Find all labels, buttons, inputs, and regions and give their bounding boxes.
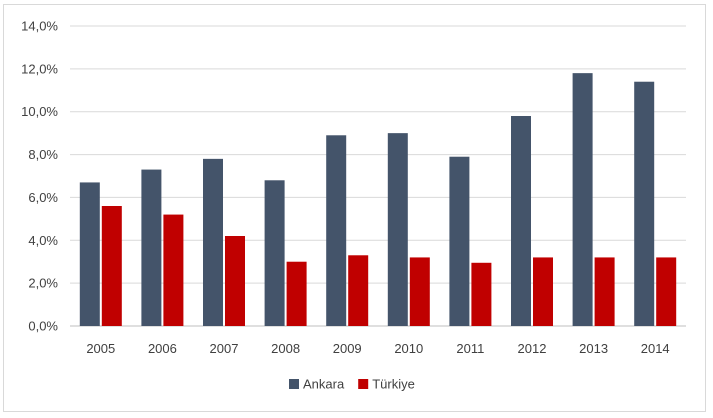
x-tick-label: 2009 [333,341,362,356]
bar-trkiye-2010 [409,257,430,326]
y-tick-label: 14,0% [21,19,58,34]
bars [79,73,677,327]
bar-trkiye-2014 [656,257,677,326]
x-tick-label: 2013 [579,341,608,356]
bar-trkiye-2005 [101,206,122,326]
x-tick-label: 2010 [394,341,423,356]
x-axis-tick-labels: 2005 2006 2007 2008 2009 2010 2011 2012 2013 2014 [86,341,669,356]
x-tick-label: 2005 [86,341,115,356]
bar-ankara-2011 [449,156,470,326]
y-tick-label: 8,0% [28,147,58,162]
legend-label-1: Ankara [303,377,345,392]
bar-trkiye-2013 [594,257,615,326]
bar-ankara-2009 [326,135,347,326]
x-tick-label: 2007 [210,341,239,356]
bar-ankara-2013 [572,73,593,327]
x-tick-label: 2012 [518,341,547,356]
legend-swatch-2 [358,379,369,389]
x-tick-label: 2006 [148,341,177,356]
bar-trkiye-2009 [348,255,369,326]
y-tick-label: 6,0% [28,190,58,205]
y-tick-label: 12,0% [21,61,58,76]
bar-ankara-2014 [634,81,655,326]
bar-ankara-2008 [264,180,285,326]
y-tick-label: 4,0% [28,233,58,248]
x-tick-label: 2008 [271,341,300,356]
bar-ankara-2010 [387,133,408,326]
bar-ankara-2007 [203,158,223,326]
y-axis-tick-labels: 0,0% 2,0% 4,0% 6,0% 8,0% 10,0% 12,0% 14,0% [21,19,58,334]
y-tick-label: 10,0% [21,104,58,119]
bar-ankara-2005 [79,182,100,326]
bar-trkiye-2008 [286,261,307,326]
bar-trkiye-2012 [533,257,553,326]
grid-lines [70,25,686,327]
y-tick-label: 2,0% [28,276,58,291]
legend-swatch-1 [289,379,299,389]
x-tick-label: 2011 [456,341,484,356]
bar-trkiye-2011 [471,262,492,326]
bar-trkiye-2006 [163,214,184,326]
x-tick-label: 2014 [641,341,670,356]
bar-trkiye-2007 [225,236,245,326]
y-tick-label: 0,0% [28,319,58,334]
bar-ankara-2006 [141,169,162,326]
bar-ankara-2012 [511,116,531,326]
legend-label-2: Türkiye [372,377,415,392]
legend: Ankara Türkiye [289,377,415,392]
